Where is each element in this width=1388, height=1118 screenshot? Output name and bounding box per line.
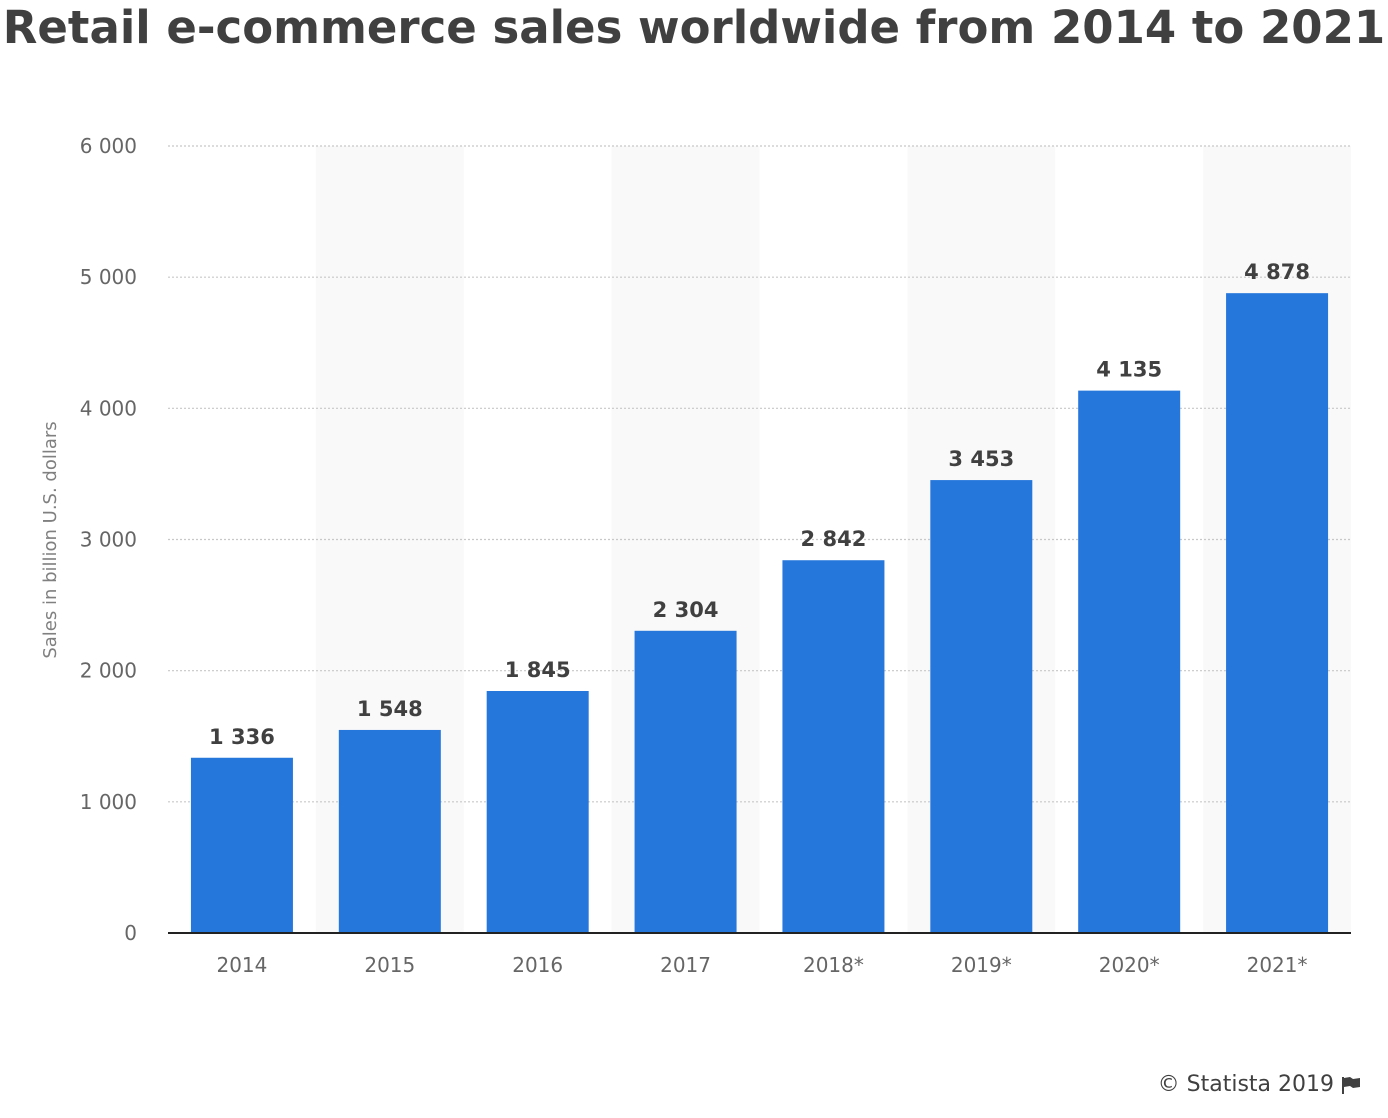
bar[interactable] (1078, 390, 1181, 933)
bar[interactable] (782, 560, 885, 933)
x-tick-label: 2016 (512, 953, 563, 977)
data-label: 4 878 (1244, 260, 1310, 284)
bars (190, 293, 1329, 933)
x-tick-label: 2014 (216, 953, 267, 977)
bar[interactable] (1226, 293, 1329, 933)
data-label: 3 453 (948, 447, 1014, 471)
y-tick-label: 4 000 (80, 396, 137, 420)
bar[interactable] (930, 480, 1033, 933)
x-tick-label: 2020* (1099, 953, 1160, 977)
bar[interactable] (634, 630, 737, 933)
y-tick-label: 6 000 (80, 134, 137, 158)
data-label: 2 304 (653, 598, 719, 622)
y-axis-label: Sales in billion U.S. dollars (40, 421, 61, 658)
data-label: 2 842 (801, 527, 867, 551)
y-tick-label: 1 000 (80, 790, 137, 814)
x-tick-label: 2017 (660, 953, 711, 977)
x-tick-label: 2018* (803, 953, 864, 977)
y-tick-label: 0 (124, 921, 137, 945)
data-label: 1 336 (209, 725, 275, 749)
x-tick-label: 2019* (951, 953, 1012, 977)
x-axis-ticks: 2014 2015 2016 2017 2018* 2019* 2020* 2021* (216, 953, 1307, 977)
flag-icon (1342, 1077, 1360, 1094)
data-label: 1 548 (357, 697, 423, 721)
bar[interactable] (486, 690, 589, 933)
bar[interactable] (338, 729, 441, 933)
value-labels: 1 336 1 548 1 845 2 304 2 842 3 453 4 135 4 878 (209, 260, 1310, 749)
y-tick-label: 2 000 (80, 659, 137, 683)
data-label: 4 135 (1096, 358, 1162, 382)
y-axis-ticks: 0 1 000 2 000 3 000 4 000 5 000 6 000 (80, 134, 137, 945)
x-tick-label: 2015 (364, 953, 415, 977)
x-tick-label: 2021* (1247, 953, 1308, 977)
data-label: 1 845 (505, 658, 571, 682)
chart-title: Retail e-commerce sales worldwide from 2… (2, 1, 1386, 54)
y-tick-label: 5 000 (80, 265, 137, 289)
credit-text: © Statista 2019 (1157, 1072, 1334, 1097)
credit[interactable]: © Statista 2019 (1158, 1070, 1362, 1100)
y-tick-label: 3 000 (80, 528, 137, 552)
bar[interactable] (190, 757, 293, 933)
